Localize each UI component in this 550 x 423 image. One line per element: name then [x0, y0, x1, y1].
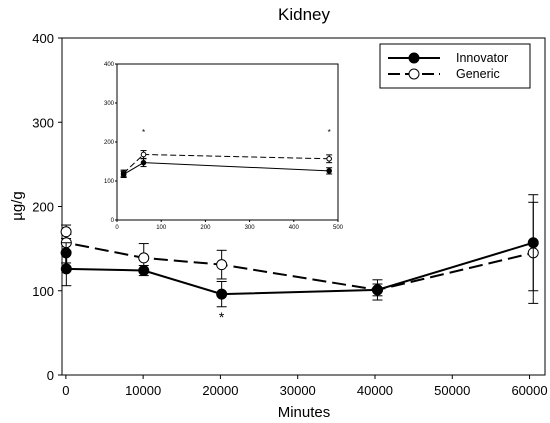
inset-y-tick-label: 300	[104, 101, 115, 107]
legend-marker-generic	[408, 68, 420, 80]
y-tick-label: 100	[32, 284, 54, 299]
data-point-generic	[140, 151, 147, 158]
inset-y-tick-label: 100	[104, 179, 115, 185]
significance-marker: *	[219, 309, 225, 325]
data-point-innovator	[140, 159, 147, 166]
series-line-innovator	[65, 241, 534, 296]
inset-x-tick-label: 0	[115, 225, 119, 231]
x-axis-label: Minutes	[278, 404, 331, 421]
legend-label-generic: Generic	[456, 67, 500, 81]
x-tick-label: 30000	[280, 383, 316, 398]
legend-label-innovator: Innovator	[456, 51, 508, 65]
data-point-innovator	[216, 288, 228, 300]
inset-y-tick-label: 200	[104, 140, 115, 146]
data-point-innovator	[326, 168, 332, 174]
x-tick-label: 20000	[202, 383, 238, 398]
inset-x-tick-label: 100	[156, 225, 167, 231]
data-point-innovator	[60, 247, 72, 259]
data-point-innovator	[371, 284, 383, 296]
inset-chart: 0 100 200 300 400 500 0 100 200 300 400 * *	[104, 62, 344, 231]
chart-title: Kidney	[278, 5, 330, 24]
x-tick-label: 40000	[357, 383, 393, 398]
y-axis-label: µg/g	[9, 191, 26, 221]
x-tick-label: 10000	[125, 383, 161, 398]
data-point-innovator	[120, 171, 127, 178]
main-axis-ticks: 0 10000 20000 30000 40000 50000 60000010020030…	[32, 31, 547, 398]
inset-y-tick-label: 0	[111, 218, 115, 224]
data-point-generic	[60, 226, 72, 238]
inset-frame	[116, 63, 339, 221]
data-point-innovator	[527, 237, 539, 249]
inset-x-tick-label: 300	[245, 225, 256, 231]
legend-marker-innovator	[408, 52, 420, 64]
x-tick-label: 50000	[434, 383, 470, 398]
legend-box	[379, 43, 531, 89]
main-plot-area: *	[60, 37, 546, 376]
inset-x-tick-label: 500	[333, 225, 344, 231]
y-tick-label: 200	[32, 200, 54, 215]
y-tick-label: 400	[32, 31, 54, 46]
inset-x-tick-label: 400	[289, 225, 300, 231]
data-point-generic	[216, 259, 228, 271]
data-point-innovator	[60, 263, 72, 275]
inset-y-tick-label: 400	[104, 62, 115, 68]
inset-x-tick-label: 200	[200, 225, 211, 231]
main-plot-frame	[61, 37, 546, 376]
data-point-generic	[138, 252, 150, 264]
series-line-generic	[65, 231, 534, 291]
y-tick-label: 300	[32, 115, 54, 130]
data-point-generic	[326, 155, 332, 162]
data-point-innovator	[138, 265, 150, 277]
inset-significance-marker: *	[328, 128, 331, 137]
inset-significance-marker: *	[142, 128, 145, 137]
x-tick-label: 60000	[511, 383, 547, 398]
legend: Innovator Generic	[379, 43, 531, 89]
y-tick-label: 0	[47, 368, 54, 383]
x-tick-label: 0	[62, 383, 69, 398]
